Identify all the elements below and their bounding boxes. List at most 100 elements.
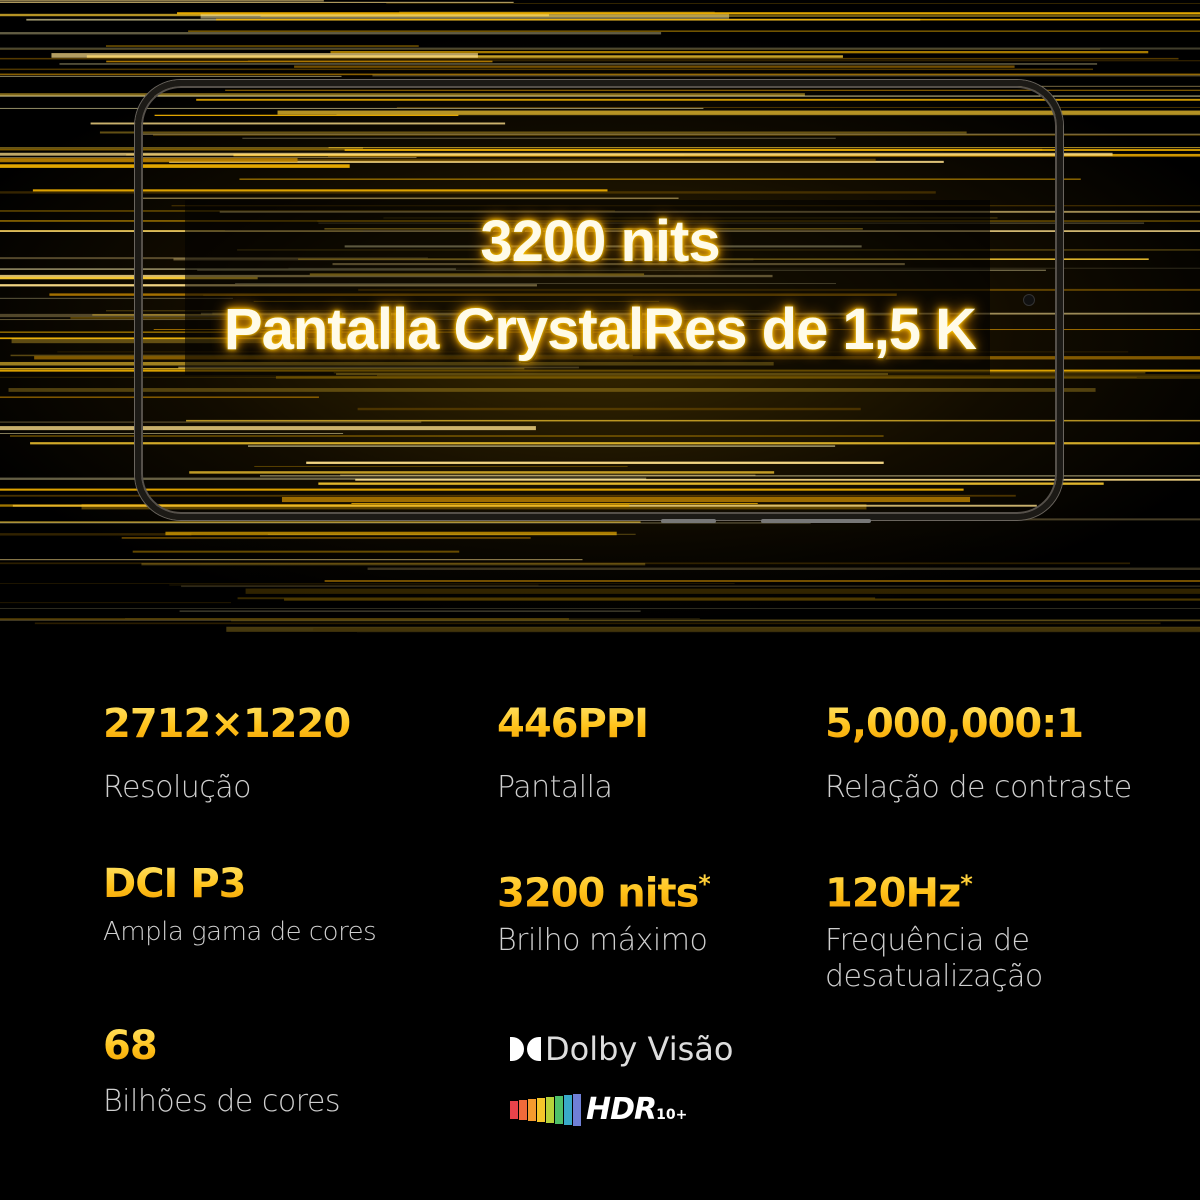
- light-streak: [0, 191, 936, 194]
- light-streak: [0, 230, 364, 232]
- light-streak: [0, 504, 630, 507]
- light-streak: [328, 155, 1200, 158]
- light-streak: [340, 474, 756, 477]
- spec-resolution: 2712×1220 Resolução: [103, 700, 351, 806]
- light-streak: [200, 13, 730, 19]
- light-streak: [376, 374, 1200, 376]
- light-streak: [330, 50, 1149, 54]
- spec-value: 120Hz: [825, 870, 961, 917]
- hdr-color-bar: [519, 1099, 527, 1120]
- dolby-text: Dolby Visão: [545, 1030, 734, 1068]
- headline-brightness: 3200 nits: [480, 209, 720, 274]
- light-streak: [336, 114, 1200, 116]
- light-streak: [0, 230, 225, 231]
- headline-backdrop: [185, 200, 990, 375]
- light-streak: [0, 158, 298, 163]
- light-streak: [0, 47, 1200, 50]
- light-streak: [0, 93, 805, 97]
- light-streak: [8, 388, 1096, 392]
- light-streak: [0, 75, 342, 77]
- light-streak: [0, 48, 1101, 50]
- light-streak: [0, 57, 1179, 60]
- light-streak: [0, 32, 662, 35]
- light-streak: [284, 85, 1200, 87]
- spec-contrast: 5,000,000:1 Relação de contraste: [825, 700, 1132, 806]
- spec-refresh-rate: 120Hz* Frequência de desatualização: [825, 860, 1125, 995]
- light-streak: [0, 1, 514, 3]
- light-streak: [51, 53, 478, 58]
- phone-button: [661, 519, 716, 523]
- hdr-color-bar: [528, 1098, 536, 1121]
- headline-display: Pantalla CrystalRes de 1,5 K: [223, 297, 977, 362]
- spec-peak-brightness: 3200 nits* Brilho máximo: [497, 860, 710, 959]
- phone-button: [761, 519, 871, 523]
- light-streak: [59, 63, 1098, 65]
- phone-outline: [135, 80, 1063, 523]
- light-streak: [0, 95, 1200, 97]
- spec-label: Bilhões de cores: [103, 1084, 340, 1119]
- light-streak: [169, 160, 944, 163]
- spec-label: Frequência de desatualização: [825, 923, 1043, 995]
- light-streak: [318, 482, 1104, 485]
- hdr-rainbow-icon: [510, 1093, 582, 1126]
- light-streak: [344, 149, 1200, 151]
- dolby-double-d-icon: [510, 1037, 541, 1061]
- light-streak: [386, 3, 1200, 4]
- light-streak: [0, 107, 704, 109]
- light-streak: [247, 60, 1200, 62]
- light-streak: [0, 421, 422, 423]
- light-streak: [189, 471, 775, 474]
- light-streak: [0, 68, 1094, 71]
- light-streak: [328, 147, 1200, 149]
- light-streak: [0, 147, 364, 149]
- spec-color-gamut: DCI P3 Ampla gama de cores: [103, 860, 377, 950]
- light-streak: [186, 419, 1200, 422]
- light-streak: [372, 74, 1200, 77]
- hdr-color-bar: [510, 1100, 518, 1119]
- light-streak: [9, 435, 884, 437]
- light-streak: [275, 375, 1200, 379]
- hdr10-plus-badge: HDR 10+: [510, 1092, 687, 1127]
- light-streak: [306, 461, 884, 464]
- hdr-color-bar: [546, 1096, 554, 1123]
- dolby-vision-badge: Dolby Visão: [510, 1030, 733, 1068]
- light-streak: [225, 89, 1200, 91]
- light-streak: [0, 73, 1200, 76]
- spec-value: 446PPI: [497, 701, 649, 747]
- light-streak: [105, 45, 419, 47]
- light-streak: [0, 426, 536, 431]
- light-streak: [0, 494, 1016, 497]
- light-streak: [0, 337, 308, 340]
- camera-icon: [1023, 294, 1035, 306]
- spec-label: Relação de contraste: [825, 770, 1132, 805]
- light-streak: [0, 164, 350, 168]
- spec-label: Resolução: [103, 770, 252, 805]
- light-streak: [196, 98, 1200, 101]
- hdr-text: HDR: [586, 1092, 657, 1127]
- light-streak: [254, 465, 628, 467]
- light-streak: [260, 14, 1200, 17]
- light-streak: [396, 106, 1200, 108]
- light-streak: [242, 137, 836, 139]
- light-streak: [0, 158, 876, 162]
- light-streak: [357, 407, 861, 411]
- light-streak: [248, 445, 836, 447]
- light-streak: [0, 297, 233, 299]
- hdr-color-bar: [564, 1094, 572, 1125]
- light-streak: [141, 197, 679, 199]
- light-streak: [259, 475, 1200, 477]
- light-streak: [177, 12, 1200, 15]
- light-streak: [106, 60, 493, 63]
- light-streak: [30, 442, 1200, 445]
- light-streak: [0, 152, 1113, 156]
- light-streak: [0, 0, 324, 2]
- light-streak: [277, 110, 1200, 115]
- spec-value: 5,000,000:1: [825, 700, 1132, 748]
- light-streak: [216, 18, 1200, 21]
- light-streak: [281, 496, 971, 503]
- spec-ppi: 446PPI Pantalla: [497, 700, 649, 806]
- hero-banner: 3200 nits Pantalla CrystalRes de 1,5 K: [0, 0, 1200, 680]
- spec-colors: 68 Bilhões de cores: [103, 1022, 340, 1120]
- light-streak: [0, 433, 344, 434]
- light-streak: [32, 189, 608, 192]
